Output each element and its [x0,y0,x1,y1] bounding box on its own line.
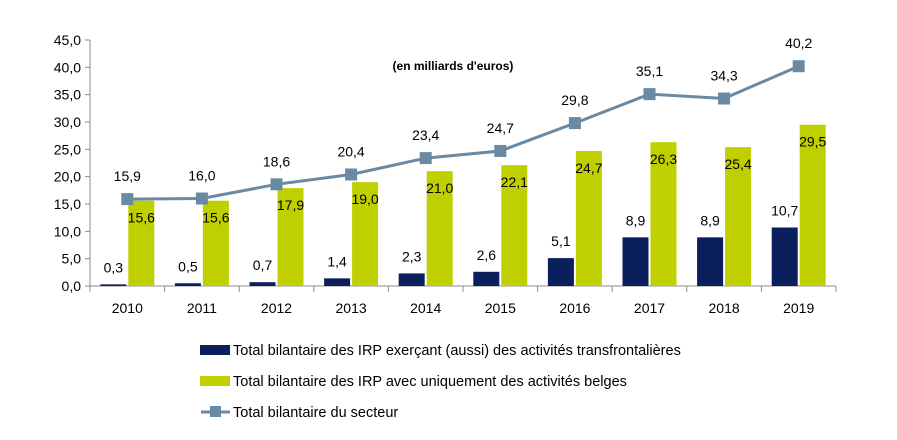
legend-marker-sector-total [210,406,221,417]
legend-label-sector-total: Total bilantaire du secteur [233,405,398,421]
x-tick-label: 2019 [783,300,814,316]
bar-cross-border [249,282,276,286]
x-tick-label: 2017 [634,300,665,316]
data-label-belgian-only: 21,0 [426,180,453,196]
bar-cross-border [473,271,500,286]
data-label-sector-total: 15,9 [114,168,141,184]
data-label-sector-total: 20,4 [337,143,364,159]
y-tick-label: 30,0 [54,114,81,130]
data-label-sector-total: 40,2 [785,35,812,51]
data-label-cross-border: 8,9 [626,212,646,228]
data-label-belgian-only: 22,1 [501,174,528,190]
legend-swatch-belgian-only [200,376,230,386]
unit-annotation: (en milliards d'euros) [393,59,514,73]
x-tick-label: 2015 [485,300,516,316]
data-label-sector-total: 35,1 [636,63,663,79]
line-marker [718,92,731,105]
bar-cross-border [398,273,425,286]
data-label-sector-total: 18,6 [263,153,290,169]
data-label-belgian-only: 15,6 [128,210,155,226]
data-label-belgian-only: 15,6 [202,210,229,226]
data-label-cross-border: 2,3 [402,248,422,264]
data-label-sector-total: 29,8 [561,92,588,108]
legend-swatch-cross-border [200,345,230,355]
data-label-belgian-only: 24,7 [575,160,602,176]
y-tick-label: 10,0 [54,223,81,239]
x-tick-label: 2011 [187,300,217,316]
bar-belgian-only [426,171,453,286]
y-tick-label: 25,0 [54,141,81,157]
bar-belgian-only [128,200,155,286]
bar-belgian-only [725,147,752,286]
bar-belgian-only [501,165,528,286]
y-tick-label: 35,0 [54,87,81,103]
y-tick-label: 0,0 [62,278,82,294]
data-label-cross-border: 0,7 [253,257,273,273]
x-tick-label: 2018 [709,300,740,316]
x-tick-label: 2014 [410,300,441,316]
legend-label-cross-border: Total bilantaire des IRP exerçant (aussi… [233,343,681,359]
bar-belgian-only [352,182,379,286]
data-label-cross-border: 0,5 [178,258,198,274]
bar-cross-border [547,258,574,286]
data-label-cross-border: 2,6 [477,247,497,263]
data-label-sector-total: 34,3 [710,67,737,83]
bar-cross-border [174,283,201,286]
data-label-cross-border: 5,1 [551,233,571,249]
bar-belgian-only [799,124,826,286]
y-tick-label: 5,0 [62,251,82,267]
bar-cross-border [100,284,127,286]
y-tick-label: 45,0 [54,32,81,48]
y-tick-label: 20,0 [54,169,81,185]
data-label-belgian-only: 25,4 [724,156,751,172]
line-sector-total [127,64,800,201]
line-marker [345,168,358,181]
line-marker [568,117,581,130]
bar-belgian-only [575,150,602,286]
y-tick-label: 40,0 [54,59,81,75]
data-label-sector-total: 24,7 [487,120,514,136]
data-label-cross-border: 8,9 [700,212,720,228]
data-label-sector-total: 16,0 [188,168,215,184]
data-label-cross-border: 1,4 [327,253,347,269]
bar-belgian-only [277,188,304,286]
line-marker [419,152,432,165]
y-tick-label: 15,0 [54,196,81,212]
data-label-belgian-only: 26,3 [650,151,677,167]
line-marker [270,178,283,191]
line-marker [195,192,208,205]
x-tick-label: 2016 [559,300,590,316]
line-marker [494,144,507,157]
line-marker [792,60,805,73]
bar-cross-border [622,237,649,286]
data-label-belgian-only: 29,5 [799,134,826,150]
bar-cross-border [697,237,724,286]
data-label-cross-border: 10,7 [771,203,798,219]
data-label-cross-border: 0,3 [104,259,124,275]
x-tick-label: 2010 [112,300,143,316]
bar-belgian-only [202,200,229,286]
legend-label-belgian-only: Total bilantaire des IRP avec uniquement… [233,374,627,390]
data-label-belgian-only: 17,9 [277,197,304,213]
data-label-belgian-only: 19,0 [351,191,378,207]
line-marker [121,193,134,206]
line-marker [643,88,656,101]
bar-belgian-only [650,142,677,286]
bar-cross-border [771,227,798,286]
x-tick-label: 2012 [261,300,292,316]
bar-cross-border [324,278,351,286]
data-label-sector-total: 23,4 [412,127,439,143]
x-tick-label: 2013 [336,300,367,316]
